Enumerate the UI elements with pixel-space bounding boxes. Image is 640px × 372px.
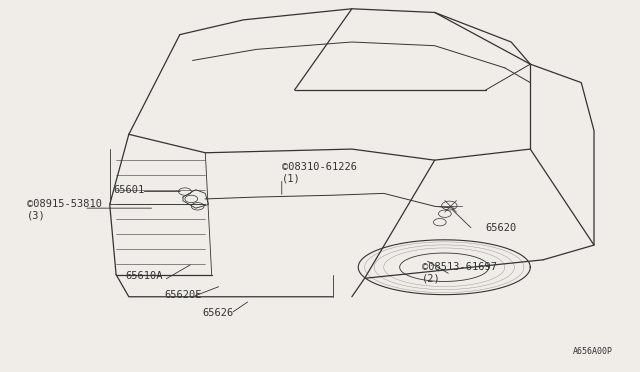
Text: ©08915-53810
(3): ©08915-53810 (3) [27,199,102,221]
Text: 65610A: 65610A [125,272,163,282]
Text: A656A00P: A656A00P [573,347,613,356]
Text: 65620: 65620 [486,224,517,234]
Text: 65626: 65626 [202,308,234,318]
Text: 65620E: 65620E [164,290,202,300]
Text: 65601: 65601 [113,185,144,195]
Text: ©08513-61697
(2): ©08513-61697 (2) [422,262,497,283]
Text: ©08310-61226
(1): ©08310-61226 (1) [282,162,356,184]
